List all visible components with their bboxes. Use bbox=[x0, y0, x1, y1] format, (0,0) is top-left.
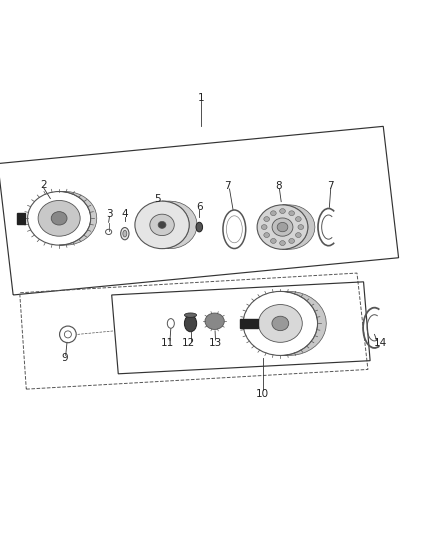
Ellipse shape bbox=[271, 211, 276, 216]
Ellipse shape bbox=[257, 205, 308, 249]
Text: 7: 7 bbox=[224, 181, 231, 191]
Ellipse shape bbox=[158, 221, 166, 229]
Text: 7: 7 bbox=[327, 181, 334, 191]
Text: 3: 3 bbox=[106, 209, 113, 219]
Ellipse shape bbox=[135, 201, 189, 249]
Ellipse shape bbox=[279, 241, 285, 246]
Ellipse shape bbox=[289, 239, 294, 244]
Ellipse shape bbox=[272, 218, 293, 236]
Polygon shape bbox=[280, 292, 326, 356]
Text: 10: 10 bbox=[256, 389, 269, 399]
Text: 14: 14 bbox=[374, 338, 387, 348]
Ellipse shape bbox=[277, 222, 288, 232]
Polygon shape bbox=[240, 319, 258, 328]
Ellipse shape bbox=[120, 228, 129, 240]
Text: 11: 11 bbox=[161, 338, 174, 348]
Ellipse shape bbox=[184, 313, 197, 317]
Text: 8: 8 bbox=[275, 181, 282, 191]
Polygon shape bbox=[162, 201, 197, 249]
Ellipse shape bbox=[258, 304, 302, 342]
Ellipse shape bbox=[184, 315, 197, 332]
Text: 5: 5 bbox=[154, 193, 161, 204]
Ellipse shape bbox=[296, 217, 301, 222]
Text: 4: 4 bbox=[121, 209, 128, 219]
Polygon shape bbox=[17, 213, 25, 223]
Polygon shape bbox=[59, 191, 97, 245]
Text: 12: 12 bbox=[182, 338, 195, 348]
Polygon shape bbox=[283, 205, 315, 249]
Ellipse shape bbox=[123, 230, 127, 237]
Ellipse shape bbox=[205, 313, 224, 329]
Ellipse shape bbox=[289, 211, 294, 216]
Ellipse shape bbox=[196, 222, 203, 232]
Text: 9: 9 bbox=[61, 353, 68, 364]
Ellipse shape bbox=[150, 214, 174, 236]
Text: 13: 13 bbox=[209, 338, 222, 348]
Text: 2: 2 bbox=[40, 181, 47, 190]
Ellipse shape bbox=[51, 212, 67, 225]
Ellipse shape bbox=[261, 225, 267, 230]
Ellipse shape bbox=[296, 233, 301, 238]
Ellipse shape bbox=[298, 225, 304, 230]
Ellipse shape bbox=[38, 200, 80, 236]
Ellipse shape bbox=[271, 239, 276, 244]
Text: 6: 6 bbox=[196, 203, 203, 212]
Ellipse shape bbox=[264, 233, 269, 238]
Ellipse shape bbox=[272, 316, 289, 330]
Ellipse shape bbox=[264, 217, 269, 222]
Text: 1: 1 bbox=[198, 93, 205, 103]
Ellipse shape bbox=[279, 208, 285, 214]
